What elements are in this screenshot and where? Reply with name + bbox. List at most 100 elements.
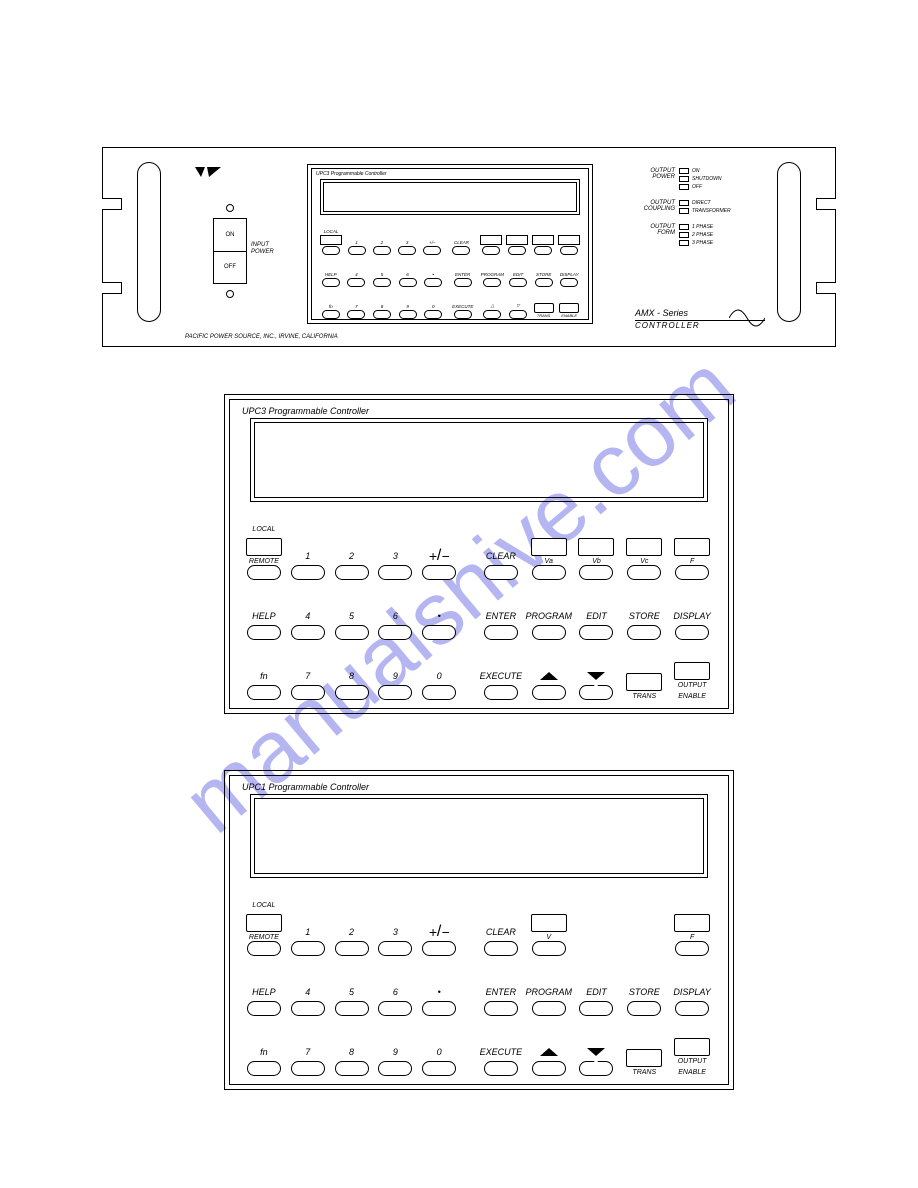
key-5-button[interactable] [335,1001,369,1016]
vb-button[interactable] [579,565,613,580]
mini-vc-button[interactable] [534,246,552,255]
help-button[interactable] [247,625,281,640]
power-switch[interactable]: ON OFF [213,218,247,284]
mini-fn-button[interactable] [322,310,340,319]
vc-button[interactable] [627,565,661,580]
mini-4-button[interactable] [347,278,365,287]
store-label: STORE [629,610,660,622]
down-button[interactable] [579,685,613,700]
mini-title: UPC3 Programmable Controller [312,169,588,179]
key-3-button[interactable] [378,941,412,956]
key-4-button[interactable] [291,1001,325,1016]
mini-trans-button[interactable] [534,303,554,313]
program-button[interactable] [532,1001,566,1016]
key-0-button[interactable] [422,685,456,700]
clear-button[interactable] [484,565,518,580]
enter-label: ENTER [486,986,517,998]
screw-icon [226,290,234,298]
display-button[interactable] [675,625,709,640]
mini-9-button[interactable] [399,310,417,319]
trans-label: TRANS [632,693,656,700]
key-0-button[interactable] [422,1061,456,1076]
down-button[interactable] [579,1061,613,1076]
clear-button[interactable] [484,941,518,956]
key-dot-button[interactable] [422,1001,456,1016]
upc1-panel: UPC1 Programmable Controller LOCAL REMOT… [224,770,734,1090]
remote-button[interactable] [247,941,281,956]
v-button[interactable] [532,941,566,956]
rack-notch [816,282,836,294]
led-off-label: OFF [692,184,702,190]
up-button[interactable] [532,1061,566,1076]
mini-1-button[interactable] [348,246,366,255]
mini-dot-button[interactable] [424,278,442,287]
key-7-button[interactable] [291,1061,325,1076]
enter-button[interactable] [484,625,518,640]
key-8-button[interactable] [335,1061,369,1076]
sine-wave-icon [729,304,765,332]
key-1-button[interactable] [291,565,325,580]
key-2-button[interactable] [335,941,369,956]
f-button[interactable] [675,565,709,580]
mini-enter-button[interactable] [454,278,472,287]
remote-button[interactable] [247,565,281,580]
mini-edit-button[interactable] [509,278,527,287]
mini-store-button[interactable] [535,278,553,287]
mini-program-button[interactable] [483,278,501,287]
fn-button[interactable] [247,1061,281,1076]
mini-va-button[interactable] [482,246,500,255]
remote-label: REMOTE [249,558,279,565]
mini-5-button[interactable] [373,278,391,287]
key-dot-button[interactable] [422,625,456,640]
help-button[interactable] [247,1001,281,1016]
key-6-button[interactable] [378,1001,412,1016]
trans-button[interactable] [626,673,662,691]
store-button[interactable] [627,1001,661,1016]
mini-pm-button[interactable] [423,246,441,255]
edit-button[interactable] [579,1001,613,1016]
mini-2-button[interactable] [373,246,391,255]
mini-8-button[interactable] [373,310,391,319]
mini-display-button[interactable] [560,278,578,287]
key-4-button[interactable] [291,625,325,640]
mini-3-button[interactable] [398,246,416,255]
mini-f-button[interactable] [560,246,578,255]
output-button[interactable] [674,1038,710,1056]
key-1-button[interactable] [291,941,325,956]
mini-execute-button[interactable] [454,310,472,319]
mini-7-button[interactable] [347,310,365,319]
trans-button[interactable] [626,1049,662,1067]
execute-button[interactable] [484,685,518,700]
key-9-button[interactable] [378,1061,412,1076]
key-pm-button[interactable] [422,565,456,580]
execute-button[interactable] [484,1061,518,1076]
key-8-button[interactable] [335,685,369,700]
edit-button[interactable] [579,625,613,640]
program-button[interactable] [532,625,566,640]
up-button[interactable] [532,685,566,700]
mini-0-button[interactable] [424,310,442,319]
key-6-button[interactable] [378,625,412,640]
mini-6-button[interactable] [399,278,417,287]
key-3-button[interactable] [378,565,412,580]
mini-clear-button[interactable] [452,246,470,255]
fn-button[interactable] [247,685,281,700]
enter-button[interactable] [484,1001,518,1016]
key-9-button[interactable] [378,685,412,700]
mini-up-button[interactable] [483,310,501,319]
mini-store-label: STORE [536,272,551,277]
output-button[interactable] [674,662,710,680]
key-pm-button[interactable] [422,941,456,956]
store-button[interactable] [627,625,661,640]
key-2-button[interactable] [335,565,369,580]
key-7-button[interactable] [291,685,325,700]
display-button[interactable] [675,1001,709,1016]
mini-vb-button[interactable] [508,246,526,255]
mini-down-button[interactable] [509,310,527,319]
key-5-button[interactable] [335,625,369,640]
f-button[interactable] [675,941,709,956]
mini-remote-button[interactable] [322,246,340,255]
mini-output-button[interactable] [559,303,579,313]
va-button[interactable] [532,565,566,580]
mini-help-button[interactable] [322,278,340,287]
